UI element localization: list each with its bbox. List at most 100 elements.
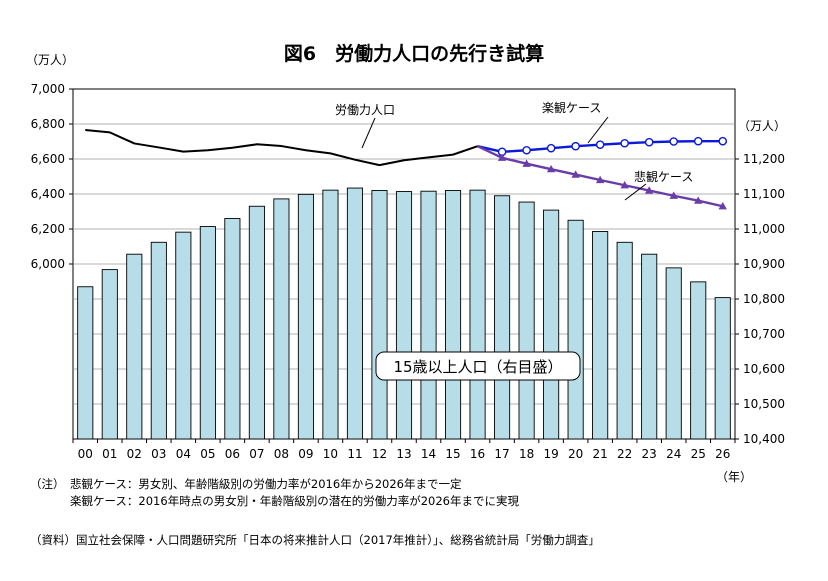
left-tick-label: 6,600 xyxy=(31,152,65,166)
bar-14 xyxy=(420,190,437,440)
bar-12 xyxy=(371,190,388,440)
marker-triangle xyxy=(497,153,507,161)
bar-26 xyxy=(714,297,731,440)
x-tick-label: 03 xyxy=(151,447,166,461)
bar-20 xyxy=(567,219,584,440)
note-row-1: （注） 悲観ケース：男女別、年齢階級別の労働力率が2016年から2026年まで一… xyxy=(30,476,519,493)
bar-17 xyxy=(494,195,511,440)
x-tick-label: 07 xyxy=(249,447,264,461)
right-tick-label: 11,200 xyxy=(743,152,785,166)
left-tick-label: 6,800 xyxy=(31,117,65,131)
marker-triangle xyxy=(669,191,678,199)
x-tick-label: 15 xyxy=(445,447,460,461)
marker-triangle xyxy=(718,202,727,210)
marker-circle xyxy=(571,141,580,151)
x-tick-label: 17 xyxy=(494,447,509,461)
marker-triangle xyxy=(694,196,703,204)
marker-triangle xyxy=(546,164,556,173)
bar-08 xyxy=(273,198,290,440)
bar-11 xyxy=(346,187,364,440)
x-tick-label: 18 xyxy=(519,447,534,461)
x-tick-label: 21 xyxy=(593,447,608,461)
x-tick-label: 23 xyxy=(642,447,657,461)
notes-label: （注） xyxy=(30,477,65,491)
x-tick-label: 24 xyxy=(666,447,681,461)
marker-triangle xyxy=(595,175,605,184)
bar-15 xyxy=(444,190,462,440)
bar-22 xyxy=(616,241,633,440)
bar-21 xyxy=(592,230,609,440)
marker-circle xyxy=(546,143,556,153)
marker-circle xyxy=(669,137,679,146)
note-optimistic: 楽観ケース：2016年時点の男女別・年齢階級別の潜在的労働力率が2026年までに… xyxy=(70,494,519,508)
left-tick-label: 6,200 xyxy=(31,222,65,236)
line-series-group xyxy=(85,128,728,210)
right-tick-label: 10,800 xyxy=(743,292,785,306)
marker-circle xyxy=(620,138,629,148)
leader-optimistic xyxy=(587,116,609,144)
x-tick-label: 26 xyxy=(715,447,730,461)
bar-07 xyxy=(248,205,265,440)
x-tick-label: 06 xyxy=(225,447,240,461)
x-tick-label: 25 xyxy=(691,447,706,461)
marker-triangle xyxy=(522,159,531,167)
x-tick-label: 01 xyxy=(102,447,117,461)
bar-09 xyxy=(297,193,314,440)
bar-03 xyxy=(150,241,167,440)
line-series-0 xyxy=(85,128,478,167)
right-tick-label: 10,600 xyxy=(743,362,785,376)
bar-01 xyxy=(101,269,118,440)
x-tick-label: 22 xyxy=(617,447,632,461)
marker-circle xyxy=(522,145,531,155)
leader-labor-force xyxy=(361,117,376,149)
x-tick-label: 12 xyxy=(372,447,387,461)
left-tick-label: 7,000 xyxy=(31,82,65,96)
marker-triangle xyxy=(571,170,580,178)
label-labor-force: 労働力人口 xyxy=(335,103,395,117)
right-tick-label: 10,900 xyxy=(743,257,785,271)
marker-triangle xyxy=(644,186,654,194)
x-tick-label: 05 xyxy=(200,447,215,461)
bar-24 xyxy=(665,267,682,440)
left-tick-label: 6,400 xyxy=(31,187,65,201)
marker-circle xyxy=(595,140,605,149)
note-row-2: 楽観ケース：2016年時点の男女別・年齢階級別の潜在的労働力率が2026年までに… xyxy=(30,493,519,510)
right-tick-label: 10,700 xyxy=(743,327,785,341)
right-tick-label: 10,500 xyxy=(743,397,785,411)
bar-10 xyxy=(322,189,339,440)
bar-06 xyxy=(224,218,241,440)
left-unit-label: （万人） xyxy=(26,53,74,67)
bar-00 xyxy=(77,286,94,440)
bar-02 xyxy=(126,253,143,440)
bar-series-population xyxy=(77,187,731,440)
bar-18 xyxy=(518,201,535,440)
x-unit-label: （年） xyxy=(716,470,752,484)
x-tick-label: 00 xyxy=(78,447,93,461)
bar-16 xyxy=(469,189,486,440)
source-text: （資料）国立社会保障・人口問題研究所「日本の将来推計人口（2017年推計）」、総… xyxy=(30,533,600,547)
chart-title: 図6 労働力人口の先行き試算 xyxy=(284,42,544,65)
x-tick-label: 09 xyxy=(298,447,313,461)
axis-ticks: 6,000 6,200 6,400 6,600 6,800 7,000 10,400 10,5… xyxy=(31,82,785,461)
marker-circle xyxy=(718,136,728,146)
label-optimistic: 楽観ケース xyxy=(542,101,601,115)
notes: （注） 悲観ケース：男女別、年齢階級別の労働力率が2016年から2026年まで一… xyxy=(30,476,519,510)
right-unit-label: （万人） xyxy=(738,119,786,133)
right-tick-label: 11,000 xyxy=(743,222,785,236)
label-box-population xyxy=(375,351,581,381)
x-tick-label: 13 xyxy=(396,447,411,461)
label-pessimistic: 悲観ケース xyxy=(634,169,693,184)
marker-triangle xyxy=(620,181,629,189)
left-tick-label: 6,000 xyxy=(31,257,65,271)
x-tick-label: 16 xyxy=(470,447,485,461)
marker-circle xyxy=(644,137,654,147)
note-pessimistic: 悲観ケース：男女別、年齢階級別の労働力率が2016年から2026年まで一定 xyxy=(70,477,462,491)
bar-13 xyxy=(395,191,413,440)
x-tick-label: 14 xyxy=(421,447,436,461)
bar-25 xyxy=(690,281,707,440)
x-tick-label: 11 xyxy=(347,447,362,461)
x-tick-label: 19 xyxy=(543,447,558,461)
label-population: 15歳以上人口（右目盛） xyxy=(393,358,562,376)
